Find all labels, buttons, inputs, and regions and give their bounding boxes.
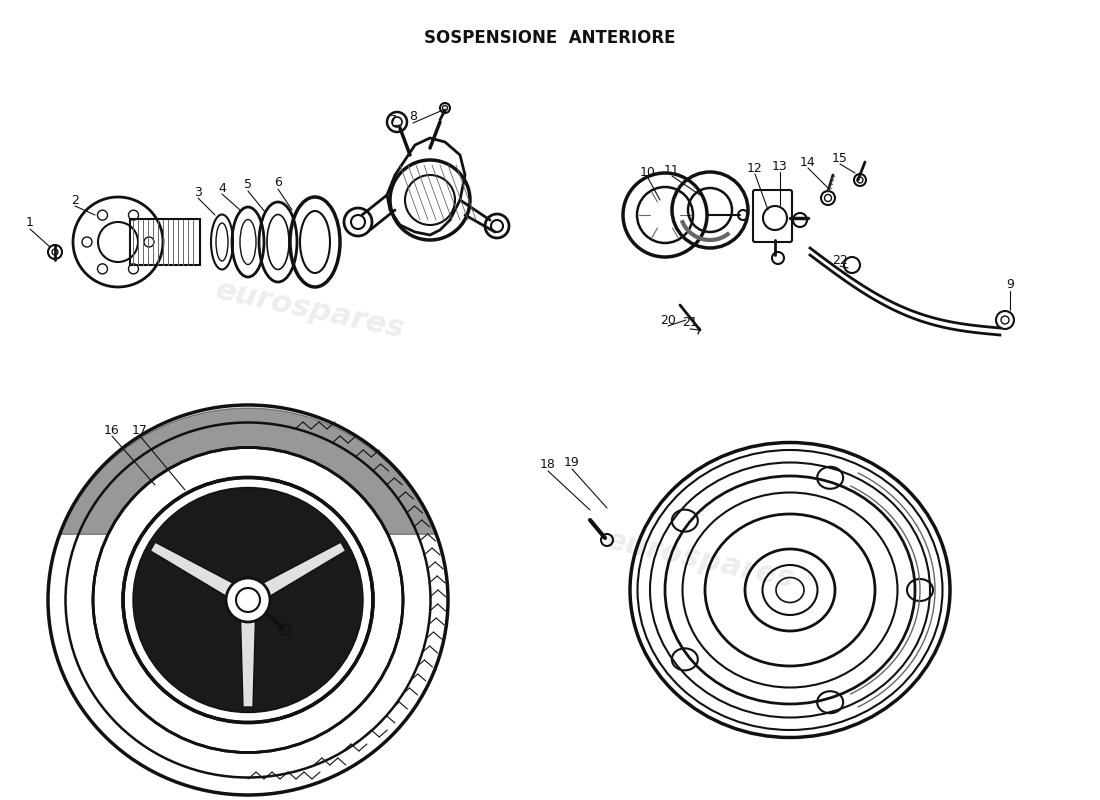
Text: 11: 11 (664, 163, 680, 177)
Ellipse shape (94, 447, 403, 753)
Text: 12: 12 (747, 162, 763, 174)
Text: 18: 18 (540, 458, 556, 471)
Circle shape (226, 578, 270, 622)
Text: 5: 5 (244, 178, 252, 191)
Text: 8: 8 (409, 110, 417, 123)
Text: 15: 15 (832, 151, 848, 165)
Text: 19: 19 (564, 457, 580, 470)
Text: 7: 7 (389, 114, 397, 126)
Ellipse shape (123, 478, 373, 722)
Text: SOSPENSIONE  ANTERIORE: SOSPENSIONE ANTERIORE (425, 29, 675, 47)
Text: 4: 4 (218, 182, 226, 194)
Polygon shape (60, 408, 436, 534)
Text: 16: 16 (104, 423, 120, 437)
Text: 3: 3 (194, 186, 202, 198)
Text: 9: 9 (1006, 278, 1014, 291)
Text: 17: 17 (132, 423, 147, 437)
Text: 10: 10 (640, 166, 656, 178)
Text: 13: 13 (772, 159, 788, 173)
Text: eurospares: eurospares (212, 276, 407, 344)
Ellipse shape (133, 487, 363, 713)
Text: 20: 20 (660, 314, 675, 326)
Text: 22: 22 (832, 254, 848, 266)
Text: 1: 1 (26, 217, 34, 230)
Polygon shape (240, 600, 256, 707)
Text: 6: 6 (274, 177, 282, 190)
Text: 21: 21 (682, 317, 697, 330)
Text: eurospares: eurospares (603, 526, 798, 594)
Text: 2: 2 (72, 194, 79, 206)
Polygon shape (151, 542, 252, 607)
Polygon shape (244, 542, 345, 607)
Text: 14: 14 (800, 155, 816, 169)
